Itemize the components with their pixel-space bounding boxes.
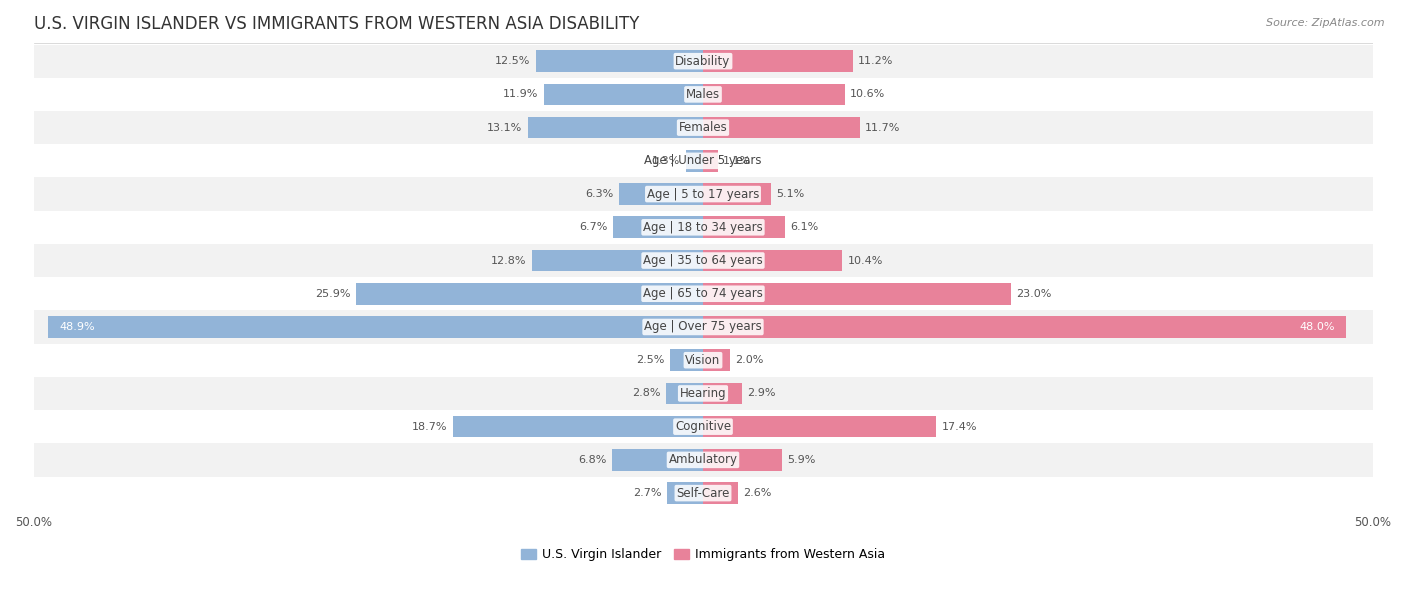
Bar xyxy=(703,150,717,171)
Bar xyxy=(703,283,1011,305)
Bar xyxy=(34,443,1372,477)
Bar xyxy=(703,217,785,238)
Bar xyxy=(703,84,845,105)
Text: Cognitive: Cognitive xyxy=(675,420,731,433)
Text: Age | Over 75 years: Age | Over 75 years xyxy=(644,321,762,334)
Text: 1.1%: 1.1% xyxy=(723,156,751,166)
Bar xyxy=(34,343,1372,377)
Text: 13.1%: 13.1% xyxy=(486,122,522,133)
Text: U.S. VIRGIN ISLANDER VS IMMIGRANTS FROM WESTERN ASIA DISABILITY: U.S. VIRGIN ISLANDER VS IMMIGRANTS FROM … xyxy=(34,15,638,33)
Bar xyxy=(613,217,703,238)
Bar xyxy=(356,283,703,305)
Bar xyxy=(703,349,730,371)
Text: 2.9%: 2.9% xyxy=(747,389,776,398)
Text: Males: Males xyxy=(686,88,720,101)
Bar xyxy=(536,50,703,72)
Text: 6.8%: 6.8% xyxy=(578,455,606,465)
Bar xyxy=(34,277,1372,310)
Text: 2.8%: 2.8% xyxy=(631,389,661,398)
Bar xyxy=(34,45,1372,78)
Text: 48.9%: 48.9% xyxy=(59,322,94,332)
Bar xyxy=(666,482,703,504)
Text: Ambulatory: Ambulatory xyxy=(668,453,738,466)
Text: 25.9%: 25.9% xyxy=(315,289,352,299)
Text: Disability: Disability xyxy=(675,54,731,68)
Bar xyxy=(619,183,703,205)
Text: Age | 65 to 74 years: Age | 65 to 74 years xyxy=(643,287,763,300)
Bar xyxy=(703,482,738,504)
Text: 11.9%: 11.9% xyxy=(503,89,538,99)
Text: Source: ZipAtlas.com: Source: ZipAtlas.com xyxy=(1267,18,1385,28)
Bar xyxy=(703,250,842,271)
Bar xyxy=(34,211,1372,244)
Text: 2.7%: 2.7% xyxy=(633,488,661,498)
Bar xyxy=(612,449,703,471)
Bar xyxy=(34,477,1372,510)
Bar xyxy=(703,183,772,205)
Text: 11.7%: 11.7% xyxy=(865,122,900,133)
Bar xyxy=(34,244,1372,277)
Text: Self-Care: Self-Care xyxy=(676,487,730,499)
Text: 2.0%: 2.0% xyxy=(735,355,763,365)
Bar xyxy=(527,117,703,138)
Text: 17.4%: 17.4% xyxy=(942,422,977,431)
Text: Age | 5 to 17 years: Age | 5 to 17 years xyxy=(647,187,759,201)
Bar xyxy=(453,416,703,438)
Bar xyxy=(34,377,1372,410)
Bar xyxy=(544,84,703,105)
Bar xyxy=(703,50,853,72)
Bar xyxy=(703,416,936,438)
Text: 10.6%: 10.6% xyxy=(851,89,886,99)
Bar xyxy=(703,382,742,405)
Bar xyxy=(34,310,1372,343)
Bar xyxy=(669,349,703,371)
Text: Age | Under 5 years: Age | Under 5 years xyxy=(644,154,762,167)
Text: 6.3%: 6.3% xyxy=(585,189,613,199)
Text: 11.2%: 11.2% xyxy=(858,56,894,66)
Bar xyxy=(34,177,1372,211)
Text: 48.0%: 48.0% xyxy=(1299,322,1336,332)
Text: Hearing: Hearing xyxy=(679,387,727,400)
Text: 12.8%: 12.8% xyxy=(491,256,526,266)
Bar xyxy=(48,316,703,338)
Text: 23.0%: 23.0% xyxy=(1017,289,1052,299)
Legend: U.S. Virgin Islander, Immigrants from Western Asia: U.S. Virgin Islander, Immigrants from We… xyxy=(516,543,890,566)
Text: Age | 18 to 34 years: Age | 18 to 34 years xyxy=(643,221,763,234)
Text: 1.3%: 1.3% xyxy=(652,156,681,166)
Bar xyxy=(34,78,1372,111)
Bar xyxy=(34,410,1372,443)
Text: 2.6%: 2.6% xyxy=(744,488,772,498)
Text: 12.5%: 12.5% xyxy=(495,56,530,66)
Text: 6.7%: 6.7% xyxy=(579,222,607,233)
Bar xyxy=(686,150,703,171)
Text: 5.9%: 5.9% xyxy=(787,455,815,465)
Text: Age | 35 to 64 years: Age | 35 to 64 years xyxy=(643,254,763,267)
Text: 5.1%: 5.1% xyxy=(776,189,804,199)
Bar xyxy=(34,111,1372,144)
Text: Vision: Vision xyxy=(685,354,721,367)
Bar xyxy=(531,250,703,271)
Text: 6.1%: 6.1% xyxy=(790,222,818,233)
Bar xyxy=(703,316,1346,338)
Text: 18.7%: 18.7% xyxy=(412,422,447,431)
Bar xyxy=(34,144,1372,177)
Bar xyxy=(703,117,859,138)
Text: Females: Females xyxy=(679,121,727,134)
Text: 2.5%: 2.5% xyxy=(636,355,664,365)
Text: 10.4%: 10.4% xyxy=(848,256,883,266)
Bar xyxy=(703,449,782,471)
Bar xyxy=(665,382,703,405)
